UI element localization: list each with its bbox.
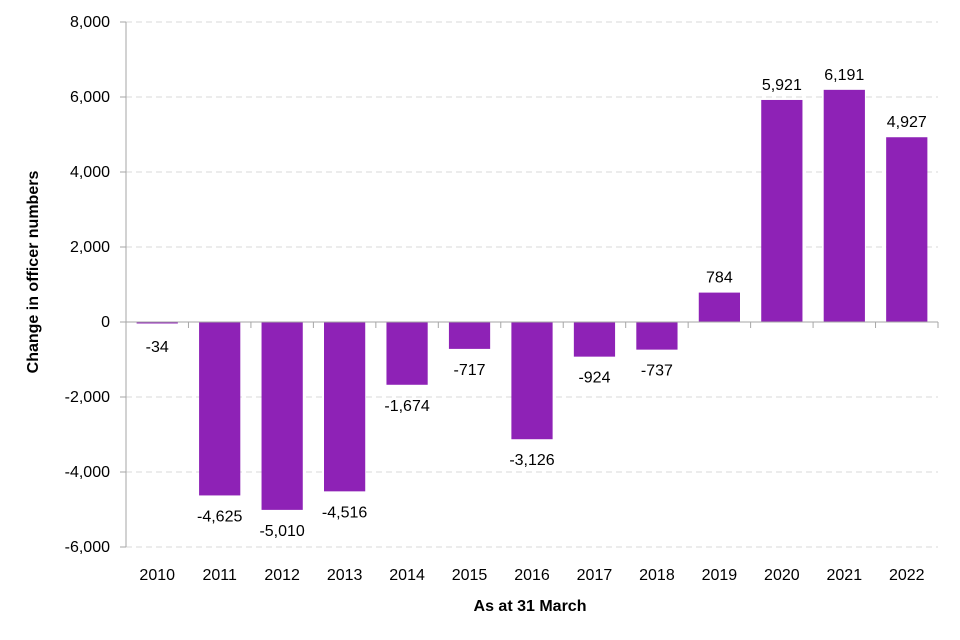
data-label: -4,625	[197, 508, 242, 525]
data-label: -5,010	[259, 523, 304, 540]
axes	[120, 21, 939, 548]
y-axis-title: Change in officer numbers	[25, 171, 42, 374]
data-label: -3,126	[509, 452, 554, 469]
x-tick-label: 2021	[827, 567, 863, 584]
y-tick-labels: -6,000 -4,000 -2,000 0 2,000 4,000 6,000 8,000	[65, 14, 110, 556]
bar	[886, 137, 928, 322]
bar	[823, 89, 865, 323]
bar	[324, 322, 366, 492]
data-labels: -34 -4,625 -5,010 -4,516 -1,674 -717 -3,126 -92…	[146, 67, 927, 540]
y-tick-label: -4,000	[65, 464, 110, 481]
data-label: -34	[146, 339, 169, 356]
data-label: -717	[454, 362, 486, 379]
bar	[448, 322, 491, 349]
y-tick-label: -6,000	[65, 539, 110, 556]
bar	[199, 322, 241, 496]
data-label: 6,191	[824, 67, 864, 84]
y-tick-label: 8,000	[70, 14, 110, 31]
data-label: -1,674	[384, 398, 429, 415]
data-label: 5,921	[762, 77, 802, 94]
x-tick-label: 2015	[452, 567, 488, 584]
x-tick-label: 2017	[577, 567, 613, 584]
x-tick-labels: 2010 2011 2012 2013 2014 2015 2016 2017 2018 2019…	[139, 567, 924, 584]
y-tick-label: 2,000	[70, 239, 110, 256]
y-tick-label: 0	[101, 314, 110, 331]
bar	[261, 322, 303, 510]
data-label: -4,516	[322, 504, 367, 521]
bar	[761, 99, 803, 323]
y-tick-label: -2,000	[65, 389, 110, 406]
bar	[511, 322, 553, 440]
bar	[573, 322, 616, 357]
y-tick-label: 6,000	[70, 89, 110, 106]
x-tick-label: 2022	[889, 567, 925, 584]
data-label: 4,927	[887, 114, 927, 131]
bar	[636, 322, 678, 350]
bar	[698, 292, 740, 322]
x-tick-label: 2013	[327, 567, 363, 584]
x-tick-label: 2019	[702, 567, 738, 584]
x-tick-label: 2014	[389, 567, 425, 584]
x-tick-label: 2011	[202, 567, 237, 584]
bar	[136, 322, 178, 324]
data-label: 784	[706, 270, 733, 287]
x-axis-title: As at 31 March	[474, 598, 587, 615]
bars	[136, 89, 928, 510]
x-tick-label: 2012	[264, 567, 300, 584]
bar	[386, 322, 428, 385]
data-label: -737	[641, 363, 673, 380]
data-label: -924	[578, 370, 610, 387]
x-tick-label: 2016	[514, 567, 550, 584]
x-tick-label: 2020	[764, 567, 800, 584]
y-tick-label: 4,000	[70, 164, 110, 181]
x-tick-label: 2018	[639, 567, 675, 584]
x-tick-label: 2010	[139, 567, 175, 584]
